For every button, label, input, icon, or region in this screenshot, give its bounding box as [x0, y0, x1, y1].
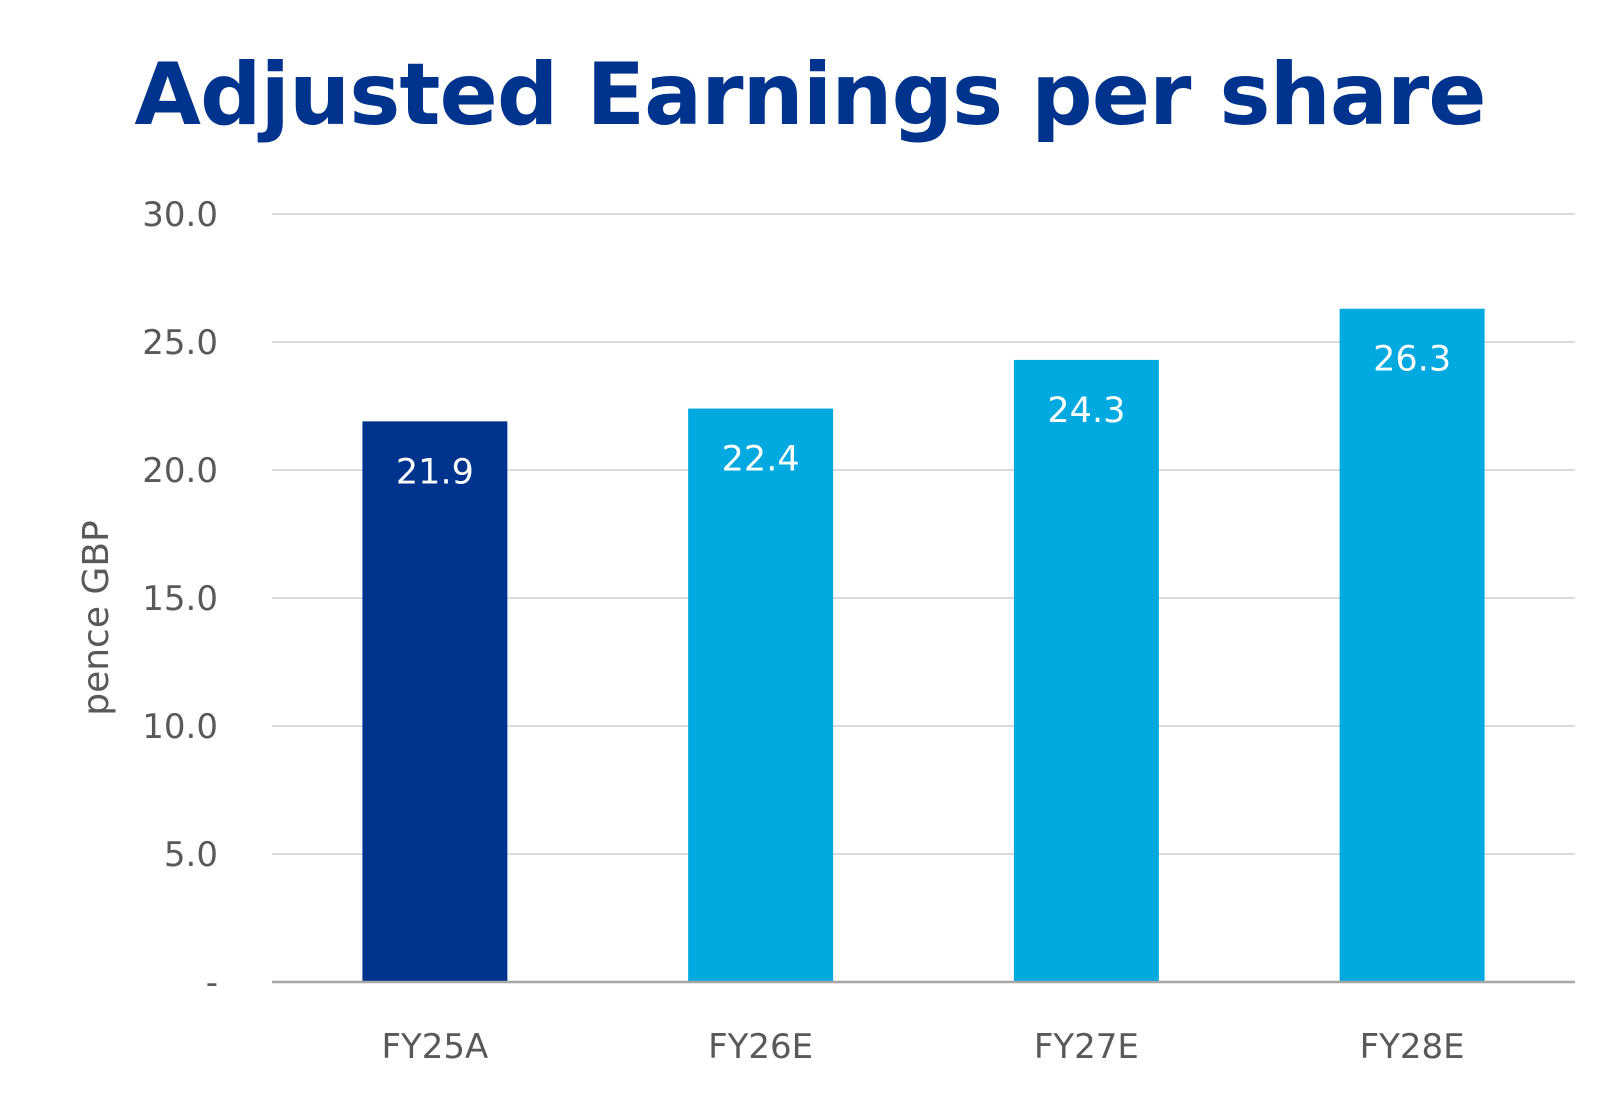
y-tick-label: - — [206, 963, 218, 1003]
data-label: 21.9 — [396, 452, 474, 492]
y-tick-label: 10.0 — [142, 707, 218, 747]
data-label: 26.3 — [1373, 340, 1451, 380]
y-tick-label: 5.0 — [164, 835, 218, 875]
axes: - 5.0 10.0 15.0 20.0 25.0 30.0 FY25A FY26E FY27E F… — [142, 195, 1575, 1067]
bar — [1339, 308, 1485, 983]
bars: 21.9 22.4 24.3 26.3 — [362, 308, 1485, 983]
data-label: 22.4 — [722, 440, 800, 480]
bar — [362, 421, 508, 982]
y-tick-label: 30.0 — [142, 195, 218, 235]
y-axis-title: pence GBP — [76, 520, 117, 716]
x-tick-label: FY28E — [1360, 1027, 1465, 1067]
chart-title: Adjusted Earnings per share — [134, 45, 1486, 145]
bar — [1013, 359, 1159, 982]
data-label: 24.3 — [1047, 391, 1125, 431]
x-tick-label: FY26E — [708, 1027, 813, 1067]
y-tick-label: 15.0 — [142, 579, 218, 619]
x-tick-label: FY25A — [381, 1027, 488, 1067]
y-tick-label: 25.0 — [142, 323, 218, 363]
x-tick-label: FY27E — [1034, 1027, 1139, 1067]
y-tick-label: 20.0 — [142, 451, 218, 491]
bar — [688, 408, 834, 982]
